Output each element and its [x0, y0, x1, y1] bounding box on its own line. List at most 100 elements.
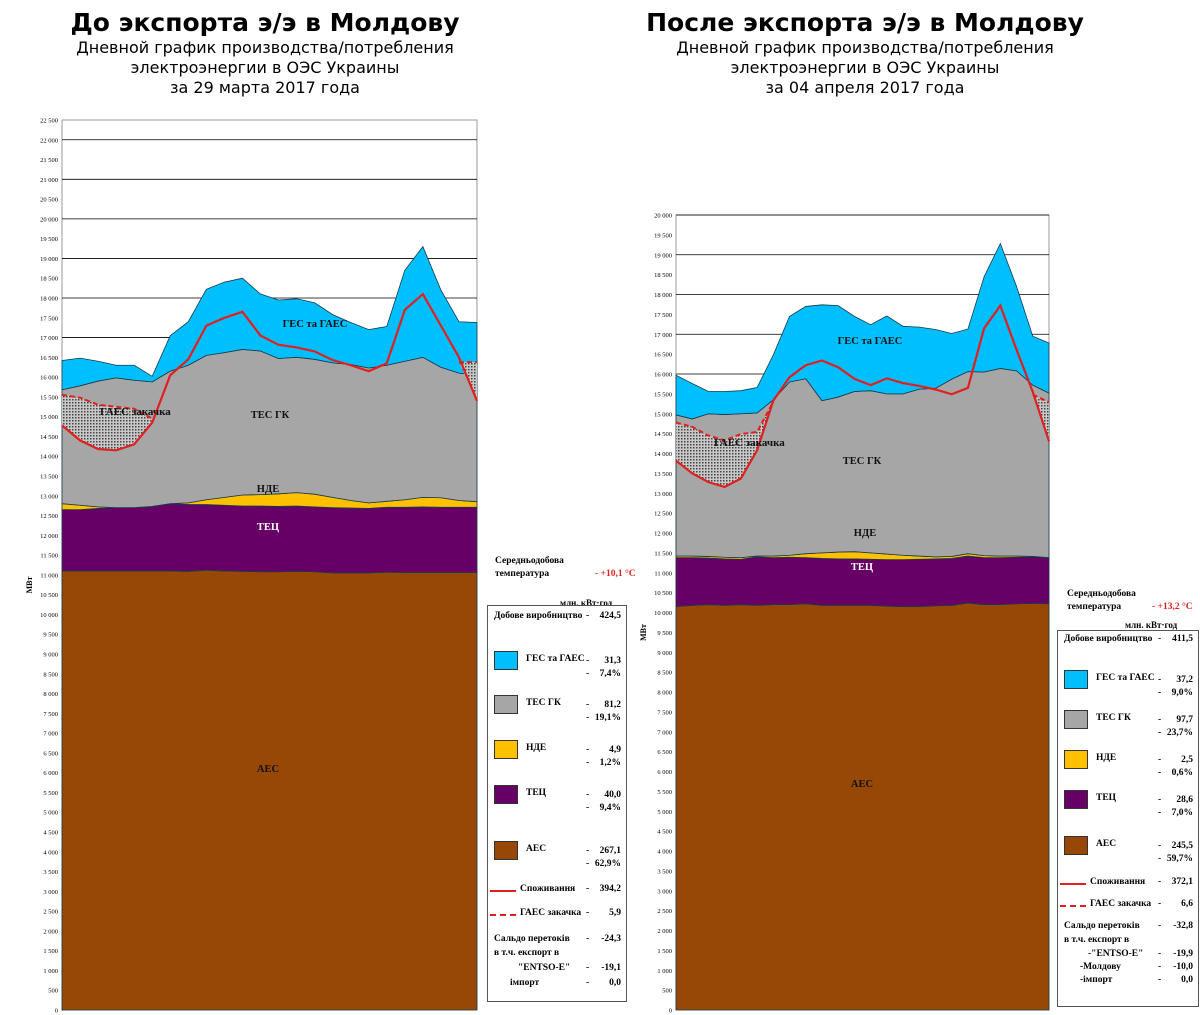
legend-line-dashed	[1060, 905, 1086, 907]
legend-value: 372,1	[1171, 877, 1193, 887]
unit-label: млн. кВт·год	[1125, 620, 1178, 630]
legend-label: ТЕС ГК	[526, 698, 561, 708]
legend-dash: -	[1158, 962, 1162, 972]
legend-value: 81,2	[604, 700, 621, 710]
y-tick-label: 18 000	[40, 296, 58, 303]
legend-dash: -	[586, 803, 590, 813]
legend-label: ТЕС ГК	[1096, 713, 1131, 723]
legend-row: ТЕЦ - 40,0 -9,4%	[488, 785, 626, 813]
legend-row: Добове виробництво -411,5	[1058, 634, 1198, 648]
y-tick-label: 18 500	[654, 272, 672, 279]
y-tick-label: 4 500	[43, 830, 58, 837]
legend-percent: 7,4%	[599, 669, 621, 679]
y-tick-label: 3 500	[657, 868, 672, 875]
chart-after: 0 500 1 000 1 500 2 000 2 500 3 000 3 500 4 000 4…	[639, 213, 1051, 1015]
legend-label: ГАЕС закачка	[520, 908, 582, 918]
legend-row: НДЕ - 2,5 -0,6%	[1058, 750, 1198, 778]
area-label-nde: НДЕ	[257, 484, 279, 495]
legend-label: Сальдо перетоків	[494, 934, 570, 944]
y-tick-label: 5 000	[43, 810, 58, 817]
y-tick-label: 8 000	[43, 691, 58, 698]
pump-hatch-area	[62, 394, 153, 451]
legend-value: 245,5	[1171, 841, 1193, 851]
y-tick-label: 5 500	[657, 789, 672, 796]
y-tick-label: 11 000	[40, 572, 58, 579]
legend-dash: -	[1158, 877, 1162, 887]
y-tick-label: 7 000	[657, 729, 672, 736]
y-tick-label: 22 500	[40, 118, 58, 125]
legend-dash: -	[586, 713, 590, 723]
legend-percent: 9,0%	[1171, 688, 1193, 698]
y-tick-label: 17 500	[654, 312, 672, 319]
y-tick-label: 18 500	[40, 276, 58, 283]
left-subtitle-1: Дневной график производства/потребления	[76, 38, 454, 57]
legend-value: -32,8	[1173, 921, 1193, 931]
area-label-tes: ТЕС ГК	[251, 410, 290, 421]
y-tick-label: 15 500	[654, 391, 672, 398]
y-tick-label: 7 500	[657, 709, 672, 716]
legend-value: 31,3	[604, 656, 621, 666]
y-tick-label: 15 000	[40, 414, 58, 421]
legend-dash: -	[586, 745, 590, 755]
legend-label: НДЕ	[526, 743, 547, 753]
legend-line-solid	[490, 890, 516, 892]
y-tick-label: 2 500	[657, 908, 672, 915]
legend-row: ГЕС та ГАЕС - 31,3 -7,4%	[488, 651, 626, 679]
y-tick-label: 17 000	[40, 335, 58, 342]
legend-row: АЕС -267,1-62,9%	[488, 841, 626, 869]
legend-row: "ENTSO-E" - -19,1	[488, 963, 626, 977]
y-tick-label: 2 000	[43, 928, 58, 935]
right-title-block: После экспорта э/э в Молдову Дневной гра…	[615, 8, 1115, 98]
legend-row: Споживання -372,1	[1058, 877, 1198, 891]
y-tick-label: 12 500	[40, 513, 58, 520]
legend-row: АЕС -245,5-59,7%	[1058, 836, 1198, 864]
left-main-title: До экспорта э/э в Молдову	[70, 8, 460, 37]
y-tick-label: 4 500	[657, 829, 672, 836]
y-tick-label: 9 500	[657, 630, 672, 637]
legend-row: ТЕЦ - 28,6 -7,0%	[1058, 790, 1198, 818]
area-aes	[675, 602, 1050, 1011]
legend-value: 0,0	[609, 978, 621, 988]
legend-dash: -	[586, 908, 590, 918]
y-tick-label: 9 000	[657, 650, 672, 657]
legend-dash: -	[1158, 795, 1162, 805]
legend-row: Сальдо перетоків - -24,3	[488, 934, 626, 948]
legend-box: Добове виробництво -424,5 ГЕС та ГАЕС -31,3…	[487, 605, 627, 1002]
y-tick-label: 1 500	[657, 948, 672, 955]
legend-swatch-nde	[1064, 750, 1088, 769]
y-tick-label: 22 000	[40, 137, 58, 144]
y-tick-label: 12 000	[40, 533, 58, 540]
legend-value: 40,0	[604, 790, 621, 800]
legend-dash: -	[1158, 921, 1162, 931]
legend-value: 0,0	[1181, 975, 1193, 985]
y-tick-label: 19 500	[40, 236, 58, 243]
y-tick-label: 8 500	[43, 671, 58, 678]
legend-value: -19,1	[601, 963, 621, 973]
legend-row: ГАЕС закачка - 5,9	[488, 908, 626, 922]
y-tick-label: 12 000	[654, 531, 672, 538]
legend-row: ГАЕС закачка - 6,6	[1058, 899, 1198, 913]
legend-dash: -	[1158, 808, 1162, 818]
legend-dash: -	[1158, 899, 1162, 909]
chart-before: 0 500 1 000 1 500 2 000 2 500 3 000 3 500 4 000 4…	[25, 118, 479, 1015]
legend-dash: -	[1158, 841, 1162, 851]
y-tick-label: 13 500	[40, 474, 58, 481]
legend-label: -Молдову	[1080, 962, 1121, 972]
legend-dash: -	[1158, 949, 1162, 959]
legend-value: 6,6	[1181, 899, 1193, 909]
y-tick-label: 21 000	[40, 177, 58, 184]
y-tick-label: 6 500	[657, 749, 672, 756]
y-axis-label: МВт	[25, 577, 34, 594]
temperature-label-1: Середньодобова	[495, 556, 564, 566]
y-tick-label: 7 000	[43, 731, 58, 738]
y-tick-label: 4 000	[657, 849, 672, 856]
temperature-label-2: температура	[1067, 602, 1122, 612]
legend-row: в т.ч. експорт в	[1058, 935, 1198, 949]
y-tick-label: 0	[669, 1008, 672, 1015]
legend-box: Добове виробництво -411,5 ГЕС та ГАЕС -37,2…	[1057, 630, 1199, 1007]
legend-percent: 23,7%	[1166, 728, 1193, 738]
y-tick-label: 2 000	[657, 928, 672, 935]
legend-value: 4,9	[609, 745, 621, 755]
y-tick-label: 9 500	[43, 632, 58, 639]
